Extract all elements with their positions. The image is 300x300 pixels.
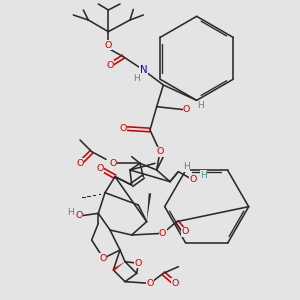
Text: H: H (200, 170, 207, 179)
Text: O: O (183, 106, 190, 115)
Text: O: O (181, 227, 189, 236)
Text: O: O (96, 164, 104, 173)
Text: O: O (156, 147, 164, 156)
Text: N: N (140, 65, 147, 75)
Text: O: O (135, 259, 142, 268)
Polygon shape (112, 262, 125, 271)
Text: O: O (110, 159, 117, 168)
Text: O: O (106, 61, 114, 70)
Text: O: O (159, 229, 166, 238)
Text: O: O (120, 124, 127, 133)
Text: H: H (67, 208, 73, 217)
Text: O: O (146, 279, 154, 288)
Polygon shape (147, 193, 151, 222)
Text: H: H (183, 162, 190, 171)
Text: H: H (196, 101, 203, 110)
Text: O: O (105, 40, 112, 50)
Text: O: O (76, 159, 84, 168)
Text: O: O (76, 212, 83, 220)
Text: H: H (133, 74, 140, 83)
Text: O: O (171, 279, 179, 288)
Text: O: O (190, 176, 197, 184)
Text: O: O (100, 254, 107, 263)
